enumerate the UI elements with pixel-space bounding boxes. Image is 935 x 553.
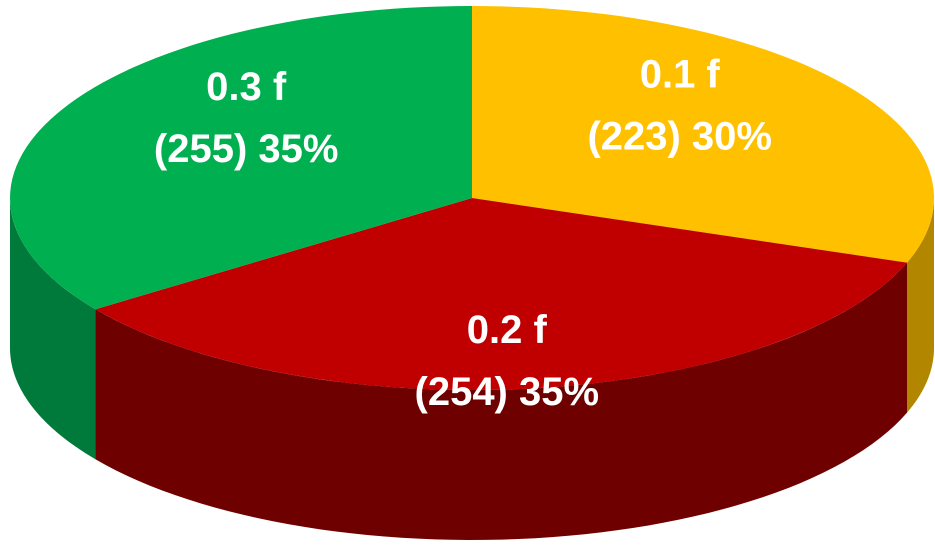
slice-label: 0.3 f — [206, 65, 287, 109]
slice-label: 0.1 f — [640, 53, 721, 97]
slice-label: 0.2 f — [467, 308, 548, 352]
pie-side — [10, 198, 96, 460]
value-label: (223) 30% — [587, 115, 772, 159]
pie-slice — [10, 6, 473, 310]
pie-slice — [472, 6, 934, 263]
value-label: (254) 35% — [415, 370, 600, 414]
value-label: (255) 35% — [154, 127, 339, 171]
pie-side — [95, 262, 908, 540]
pie-side — [907, 198, 934, 413]
pie-slice — [95, 198, 908, 390]
